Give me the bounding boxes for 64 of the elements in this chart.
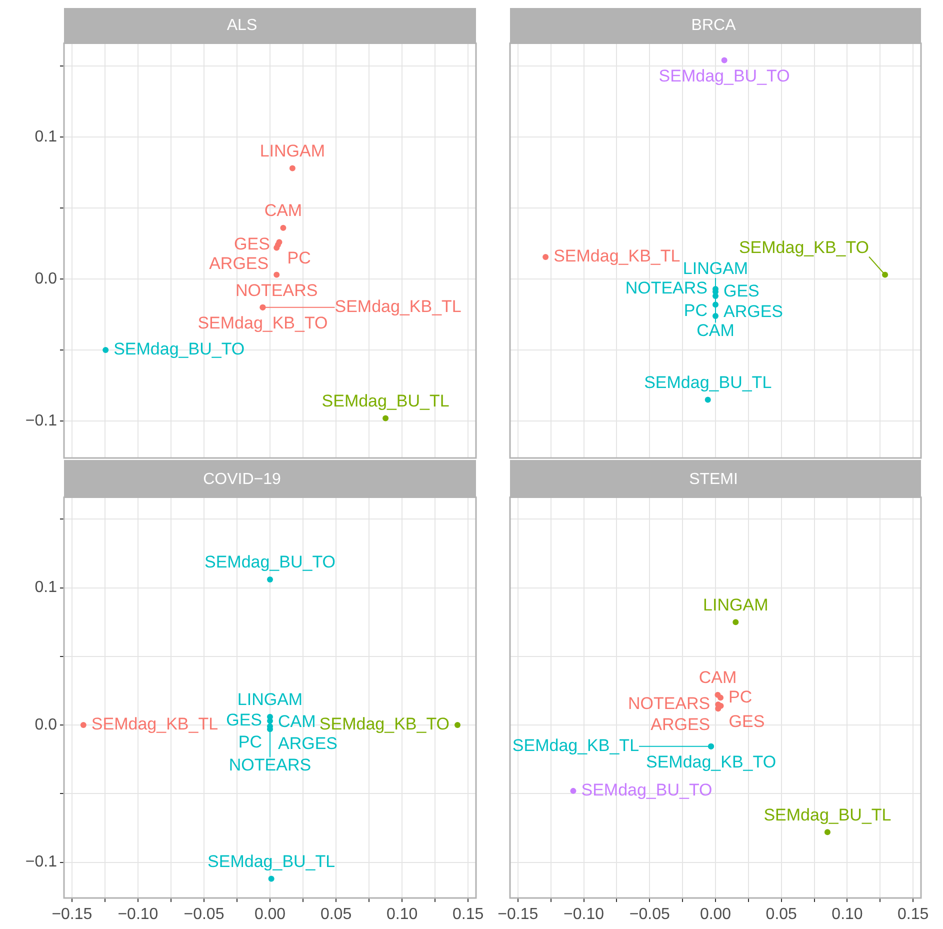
annotation: PC bbox=[287, 248, 311, 268]
annotation: SEMdag_KB_TL bbox=[91, 714, 218, 734]
chart-title: STEMI bbox=[689, 471, 738, 488]
x-tick-label: −0.05 bbox=[629, 906, 670, 924]
annotation: LINGAM bbox=[237, 690, 303, 710]
x-tick-label: 0.15 bbox=[898, 906, 929, 924]
annotation: SEMdag_BU_TO bbox=[581, 780, 712, 800]
chart-title: BRCA bbox=[691, 17, 736, 34]
annotation: CAM bbox=[698, 668, 737, 688]
annotation: SEMdag_BU_TL bbox=[644, 372, 772, 392]
annotation: CAM bbox=[278, 712, 316, 731]
annotation: SEMdag_BU_TL bbox=[764, 805, 892, 824]
y-tick-label: 0.1 bbox=[34, 128, 58, 146]
annotation: SEMdag_BU_TO bbox=[114, 340, 245, 359]
annotation: NOTEARS bbox=[236, 280, 318, 300]
annotation: SEMdag_BU_TL bbox=[322, 391, 450, 410]
annotation: CAM bbox=[264, 201, 302, 220]
annotation: SEMdag_KB_TO bbox=[198, 314, 328, 333]
annotation: PC bbox=[728, 687, 752, 706]
x-tick-label: −0.10 bbox=[564, 906, 604, 924]
x-tick-label: 0.00 bbox=[700, 906, 732, 924]
x-tick-label: 0.00 bbox=[254, 906, 286, 924]
x-tick-label: 0.10 bbox=[832, 906, 863, 924]
annotation: SEMdag_BU_TL bbox=[208, 852, 336, 871]
y-tick-label: 0.0 bbox=[34, 270, 58, 288]
annotation: LINGAM bbox=[260, 141, 326, 160]
annotation: SEMdag_BU_TO bbox=[658, 66, 790, 86]
annotation: NOTEARS bbox=[628, 694, 710, 714]
y-tick-label: 0.0 bbox=[34, 716, 58, 734]
annotation: SEMdag_BU_TO bbox=[204, 552, 336, 572]
x-tick-label: 0.05 bbox=[320, 906, 352, 924]
y-tick-label: −0.1 bbox=[25, 412, 58, 430]
annotation: GES bbox=[723, 281, 760, 300]
y-tick-label: 0.1 bbox=[34, 579, 58, 596]
annotation: SEMdag_KB_TO bbox=[738, 238, 870, 257]
annotation: SEMdag_KB_TO bbox=[646, 752, 776, 772]
annotation: SEMdag_KB_TL bbox=[334, 297, 462, 316]
annotation: GES bbox=[226, 710, 262, 730]
annotation: LINGAM bbox=[682, 259, 748, 278]
x-tick-label: −0.05 bbox=[184, 906, 224, 924]
x-tick-label: 0.10 bbox=[386, 906, 418, 924]
chart-title: COVID−19 bbox=[203, 471, 282, 488]
x-tick-label: −0.15 bbox=[52, 906, 92, 924]
x-tick-label: −0.15 bbox=[498, 906, 538, 924]
annotation: SEMdag_KB_TL bbox=[554, 246, 680, 266]
annotation: ARGES bbox=[209, 254, 269, 273]
annotation: SEMdag_KB_TL bbox=[512, 736, 640, 756]
annotation: CAM bbox=[696, 320, 734, 340]
annotation: PC bbox=[684, 300, 708, 320]
annotation: ARGES bbox=[278, 734, 338, 753]
annotation: SEMdag_KB_TO bbox=[319, 714, 450, 734]
annotation: NOTEARS bbox=[625, 278, 708, 298]
annotation: GES bbox=[234, 234, 270, 254]
annotation: NOTEARS bbox=[228, 755, 312, 774]
annotation: PC bbox=[238, 732, 262, 752]
chart-title: ALS bbox=[226, 17, 258, 34]
x-tick-label: 0.05 bbox=[766, 906, 798, 924]
y-tick-label: −0.1 bbox=[25, 854, 58, 871]
x-tick-label: 0.15 bbox=[452, 906, 484, 924]
annotation: ARGES bbox=[650, 714, 710, 734]
annotation: ARGES bbox=[723, 302, 784, 322]
x-tick-label: −0.10 bbox=[118, 906, 158, 924]
annotation: LINGAM bbox=[703, 595, 768, 614]
annotation: GES bbox=[728, 712, 765, 732]
